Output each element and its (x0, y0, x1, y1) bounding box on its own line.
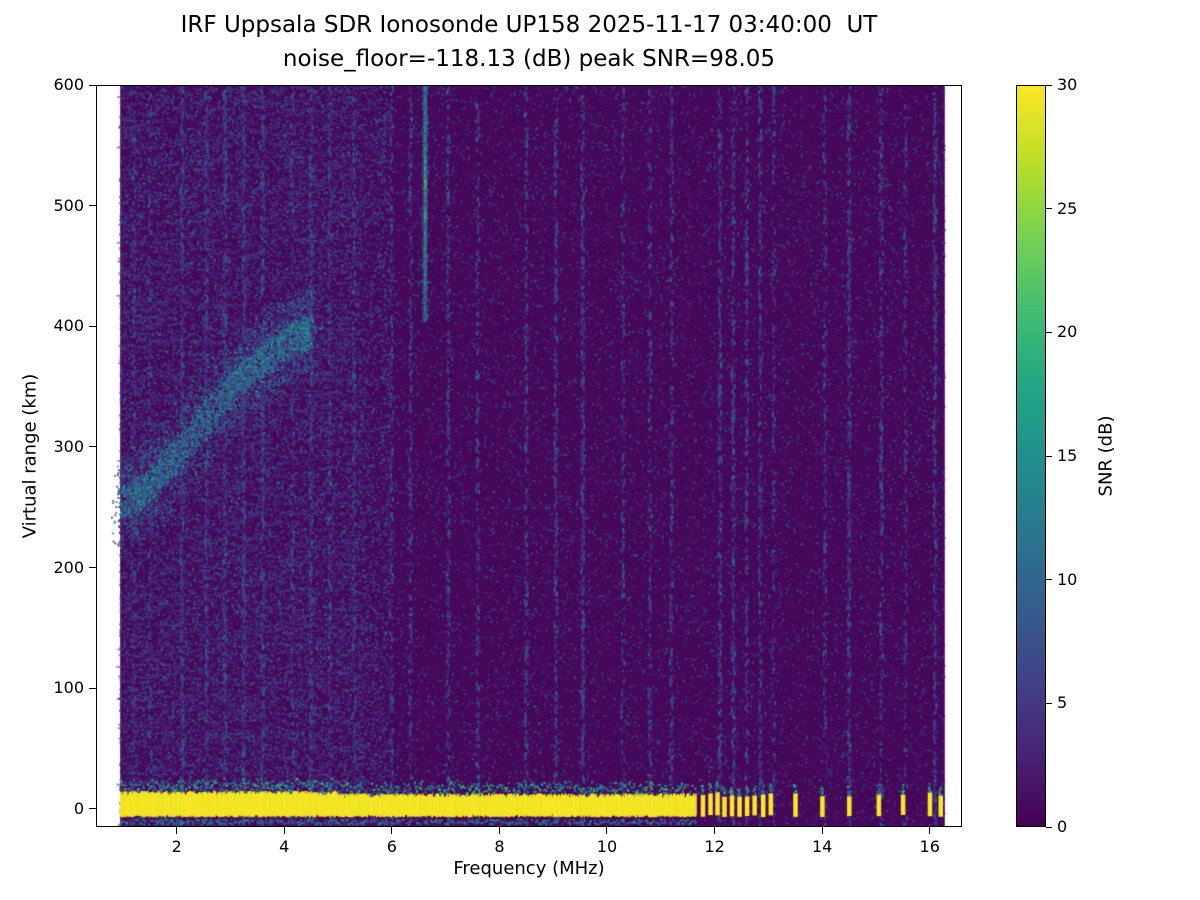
y-tick-mark (89, 687, 96, 689)
colorbar-tick-label: 25 (1057, 198, 1078, 218)
colorbar-tick-label: 30 (1057, 75, 1078, 94)
ionogram-heatmap (96, 85, 962, 827)
y-tick-label: 0 (73, 798, 84, 818)
x-tick-mark (714, 827, 716, 834)
colorbar-tick-label: 5 (1057, 693, 1068, 713)
colorbar-tick-mark (1046, 455, 1052, 457)
x-tick-label: 14 (811, 837, 833, 856)
colorbar-tick-mark (1046, 826, 1052, 828)
chart-subtitle: noise_floor=-118.13 (dB) peak SNR=98.05 (282, 46, 776, 72)
y-tick-mark (89, 325, 96, 327)
colorbar-tick-mark (1046, 331, 1052, 333)
x-tick-mark (391, 827, 393, 834)
x-tick-mark (821, 827, 823, 834)
colorbar-tick-mark (1046, 208, 1052, 210)
colorbar-tick-label: 0 (1057, 817, 1068, 836)
colorbar-tick-label: 10 (1057, 569, 1078, 589)
y-tick-label: 300 (53, 436, 84, 456)
y-axis-label: Virtual range (km) (19, 373, 41, 539)
colorbar-tick-mark (1046, 579, 1052, 581)
x-tick-label: 12 (704, 837, 725, 856)
x-tick-mark (283, 827, 285, 834)
y-tick-label: 200 (53, 557, 84, 577)
y-tick-label: 600 (53, 75, 84, 94)
y-tick-mark (89, 567, 96, 569)
x-tick-mark (176, 827, 178, 834)
x-tick-label: 10 (596, 837, 618, 856)
x-tick-label: 2 (171, 837, 182, 856)
colorbar-gradient (1016, 85, 1046, 827)
y-tick-label: 400 (53, 316, 84, 336)
y-tick-mark (89, 446, 96, 448)
colorbar-tick-label: 20 (1057, 322, 1078, 342)
colorbar-tick-mark (1046, 84, 1052, 86)
colorbar-label: SNR (dB) (1095, 415, 1117, 497)
x-tick-mark (606, 827, 608, 834)
x-tick-label: 6 (386, 837, 397, 856)
y-tick-label: 500 (53, 195, 84, 215)
x-axis-label: Frequency (MHz) (453, 858, 605, 879)
y-tick-mark (89, 84, 96, 86)
x-tick-label: 4 (279, 837, 290, 856)
colorbar-tick-label: 15 (1057, 446, 1078, 465)
y-tick-mark (89, 205, 96, 207)
y-tick-label: 100 (53, 678, 84, 698)
y-tick-mark (89, 808, 96, 810)
colorbar-tick-mark (1046, 702, 1052, 704)
chart-title: IRF Uppsala SDR Ionosonde UP158 2025-11-… (180, 12, 878, 38)
x-tick-label: 16 (919, 837, 940, 856)
x-tick-mark (929, 827, 931, 834)
x-tick-mark (498, 827, 500, 834)
x-tick-label: 8 (494, 837, 505, 856)
